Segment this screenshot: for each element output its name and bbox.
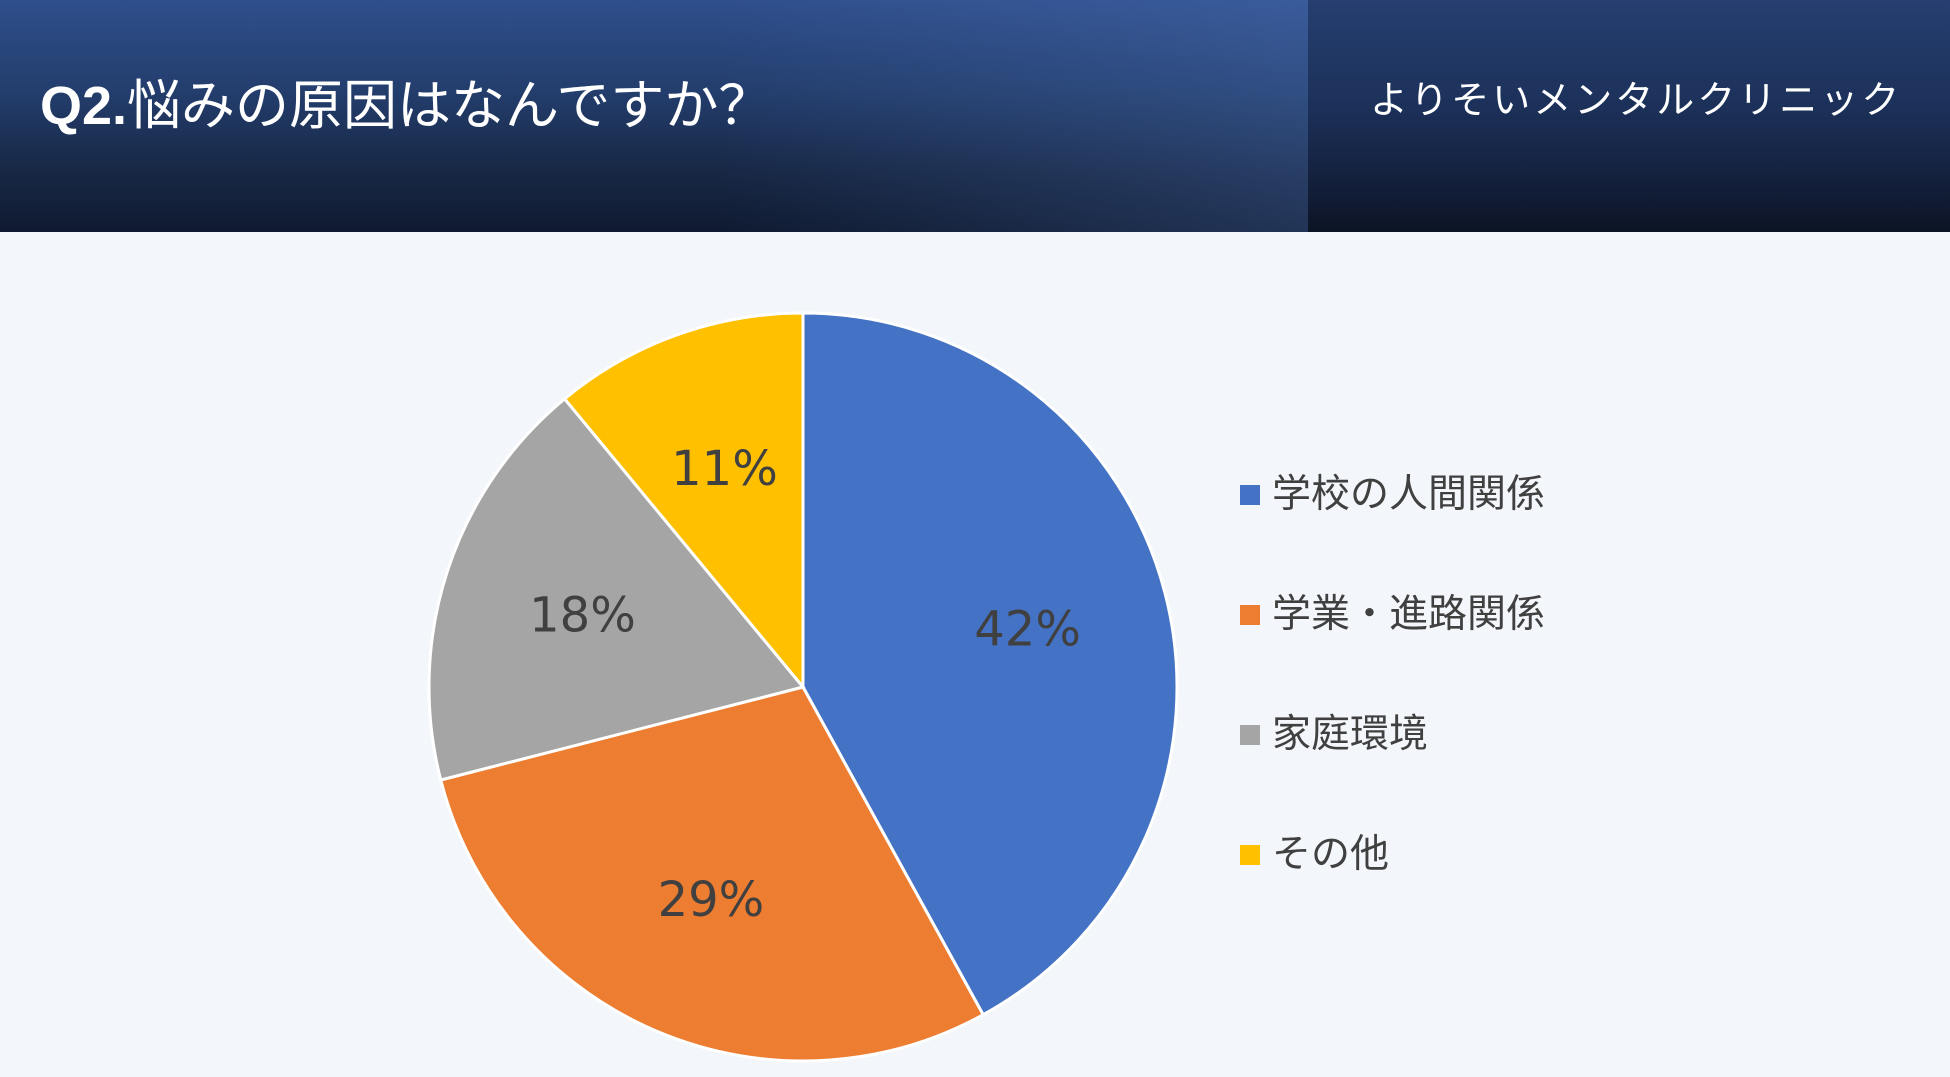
legend-swatch-2	[1240, 605, 1260, 625]
data-label-4: 11%	[671, 441, 778, 497]
data-label-3: 18%	[529, 587, 636, 643]
legend-item-4: その他	[1240, 830, 1389, 880]
header-banner: Q2.悩みの原因はなんですか？ よりそいメンタルクリニック	[0, 0, 1950, 232]
pie-slice-2	[438, 685, 986, 1063]
header-right-panel	[1308, 0, 1950, 232]
legend-swatch-4	[1240, 845, 1260, 865]
legend-swatch-3	[1240, 725, 1260, 745]
legend-label-1: 学校の人間関係	[1272, 472, 1546, 517]
pie-slice-1	[801, 311, 1179, 1017]
legend-item-1: 学校の人間関係	[1240, 470, 1545, 520]
question-number: Q2.	[40, 76, 128, 136]
pie-slice-4	[562, 311, 805, 692]
page-title: Q2.悩みの原因はなんですか？	[40, 66, 772, 146]
pie-slice-3	[427, 396, 806, 782]
legend-item-2: 学業・進路関係	[1240, 590, 1545, 640]
legend-label-3: 家庭環境	[1272, 712, 1429, 757]
data-label-2: 29%	[658, 872, 765, 928]
legend-label-4: その他	[1272, 832, 1390, 877]
legend-swatch-1	[1240, 485, 1260, 505]
legend-item-3: 家庭環境	[1240, 710, 1428, 760]
pie-chart: 42% 29% 18% 11%	[427, 311, 1179, 1063]
question-text: 悩みの原因はなんですか？	[127, 74, 773, 137]
header-glow	[0, 0, 1308, 232]
legend-label-2: 学業・進路関係	[1272, 592, 1546, 637]
clinic-name: よりそいメンタルクリニック	[1370, 78, 1903, 122]
data-label-1: 42%	[974, 601, 1081, 657]
